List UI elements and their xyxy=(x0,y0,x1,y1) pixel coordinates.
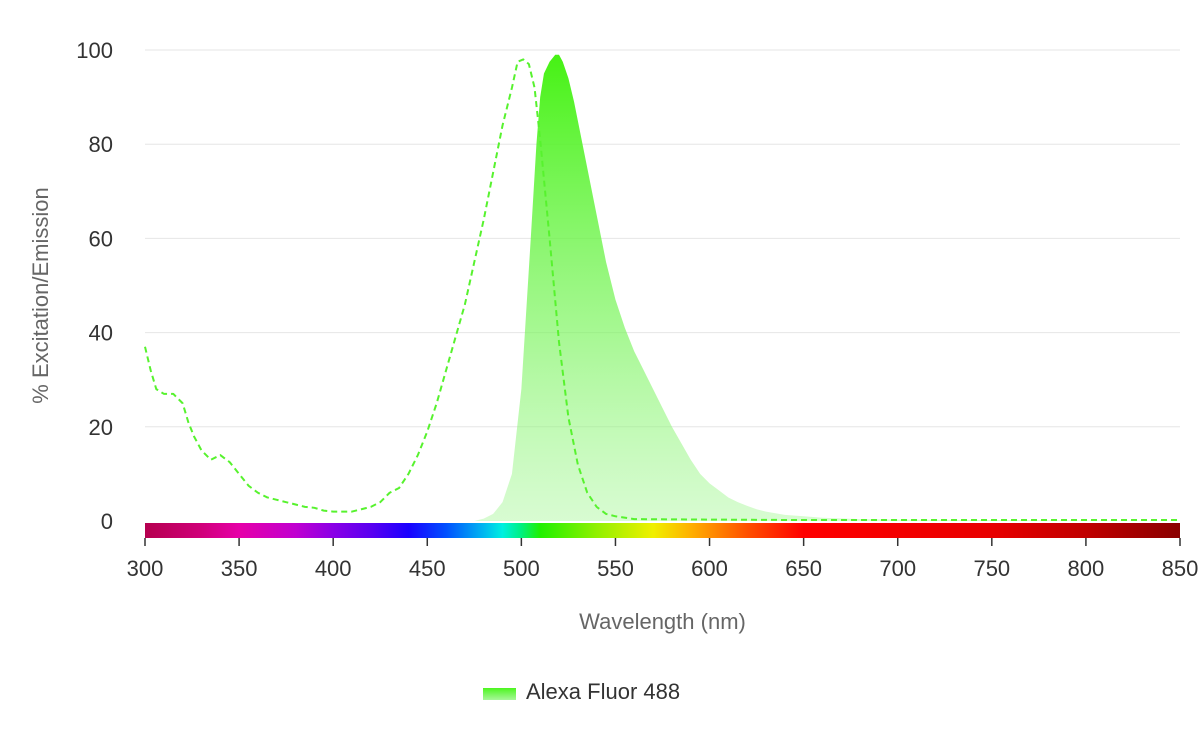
x-tick-label-850: 850 xyxy=(1162,556,1199,581)
x-tick-label-500: 500 xyxy=(503,556,540,581)
x-tick-label-600: 600 xyxy=(691,556,728,581)
emission-area xyxy=(474,54,1180,522)
legend-swatch xyxy=(483,688,516,700)
gridlines xyxy=(145,49,1180,428)
x-tick-label-300: 300 xyxy=(127,556,164,581)
x-tick-label-400: 400 xyxy=(315,556,352,581)
x-tick-label-650: 650 xyxy=(785,556,822,581)
legend[interactable]: Alexa Fluor 488 xyxy=(483,679,680,704)
x-axis-title: Wavelength (nm) xyxy=(579,609,746,634)
x-tick-label-700: 700 xyxy=(879,556,916,581)
emission-series xyxy=(474,54,1180,522)
y-tick-label-0: 0 xyxy=(101,509,113,534)
y-axis-title: % Excitation/Emission xyxy=(28,187,53,403)
x-tick-label-550: 550 xyxy=(597,556,634,581)
y-tick-label-100: 100 xyxy=(76,38,113,63)
y-tick-label-20: 20 xyxy=(89,415,113,440)
legend-label: Alexa Fluor 488 xyxy=(526,679,680,704)
x-tick-label-450: 450 xyxy=(409,556,446,581)
y-axis-ticks: 0 20 40 60 80 100 xyxy=(76,38,113,534)
y-tick-label-80: 80 xyxy=(89,132,113,157)
visible-spectrum-bar xyxy=(145,523,1180,538)
x-tick-label-350: 350 xyxy=(221,556,258,581)
y-tick-label-40: 40 xyxy=(89,321,113,346)
x-axis-ticks: 300 350 400 450 500 550 600 650 700 750 800 850 xyxy=(127,538,1199,581)
excitation-series xyxy=(144,58,1180,522)
x-tick-label-800: 800 xyxy=(1068,556,1105,581)
y-tick-label-60: 60 xyxy=(89,226,113,251)
x-tick-label-750: 750 xyxy=(973,556,1010,581)
excitation-line xyxy=(144,58,1180,522)
